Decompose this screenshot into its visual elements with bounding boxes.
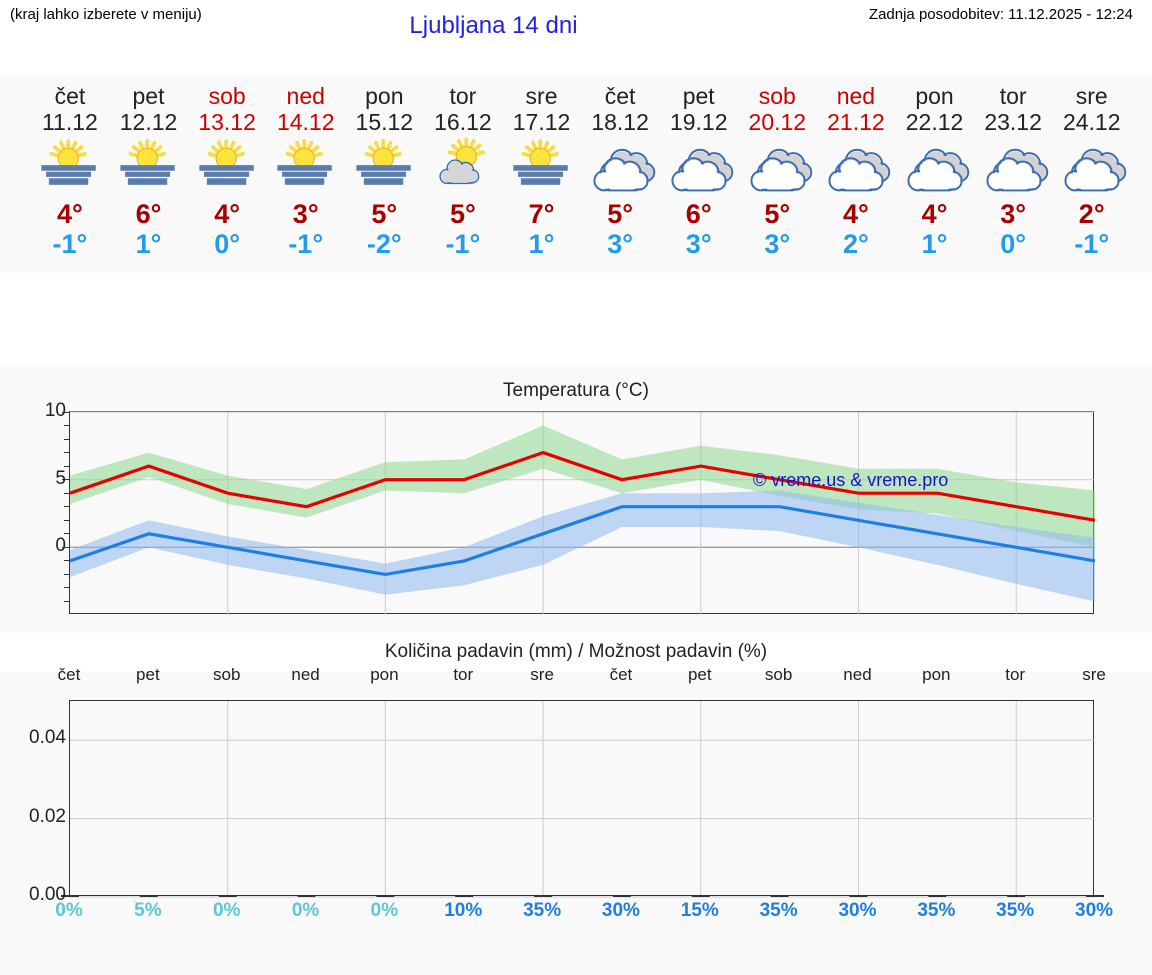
svg-text:© vreme.us & vreme.pro: © vreme.us & vreme.pro: [753, 470, 948, 490]
